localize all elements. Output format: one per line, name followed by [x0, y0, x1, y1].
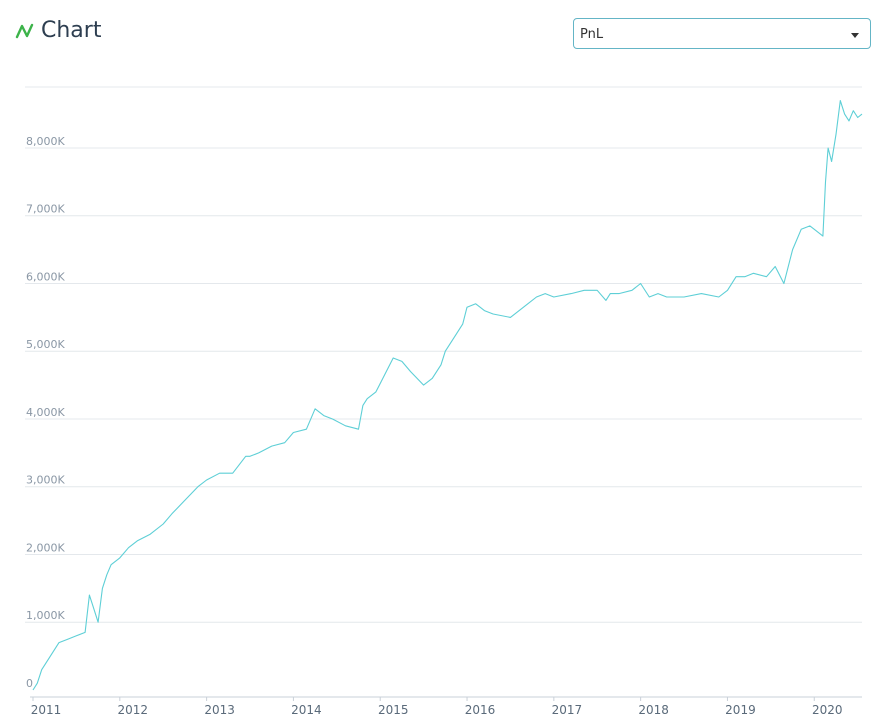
series-select-value: PnL	[580, 27, 604, 42]
y-tick-label: 3,000K	[26, 474, 65, 487]
panel-title: Chart	[15, 18, 101, 43]
x-tick-label: 2013	[204, 703, 235, 717]
line-chart-icon	[15, 23, 34, 38]
y-tick-label: 4,000K	[26, 406, 65, 419]
y-tick-label: 7,000K	[26, 203, 65, 216]
x-tick-label: 2014	[291, 703, 322, 717]
chart-header: Chart PnL	[0, 0, 882, 70]
x-tick-label: 2016	[465, 703, 496, 717]
panel-title-text: Chart	[41, 18, 102, 43]
y-tick-label: 0	[26, 677, 33, 690]
series-select[interactable]: PnL	[573, 18, 871, 49]
x-tick-label: 2019	[725, 703, 756, 717]
x-tick-label: 2011	[31, 703, 62, 717]
chevron-down-icon	[851, 33, 859, 38]
y-tick-label: 1,000K	[26, 609, 65, 622]
x-tick-label: 2020	[812, 703, 843, 717]
x-tick-label: 2015	[378, 703, 409, 717]
series-line	[32, 100, 863, 691]
y-tick-label: 5,000K	[26, 338, 65, 351]
x-tick-label: 2018	[638, 703, 669, 717]
y-tick-label: 6,000K	[26, 270, 65, 283]
y-tick-label: 8,000K	[26, 135, 65, 148]
x-tick-label: 2017	[552, 703, 583, 717]
x-tick-label: 2012	[118, 703, 149, 717]
y-tick-label: 2,000K	[26, 541, 65, 554]
